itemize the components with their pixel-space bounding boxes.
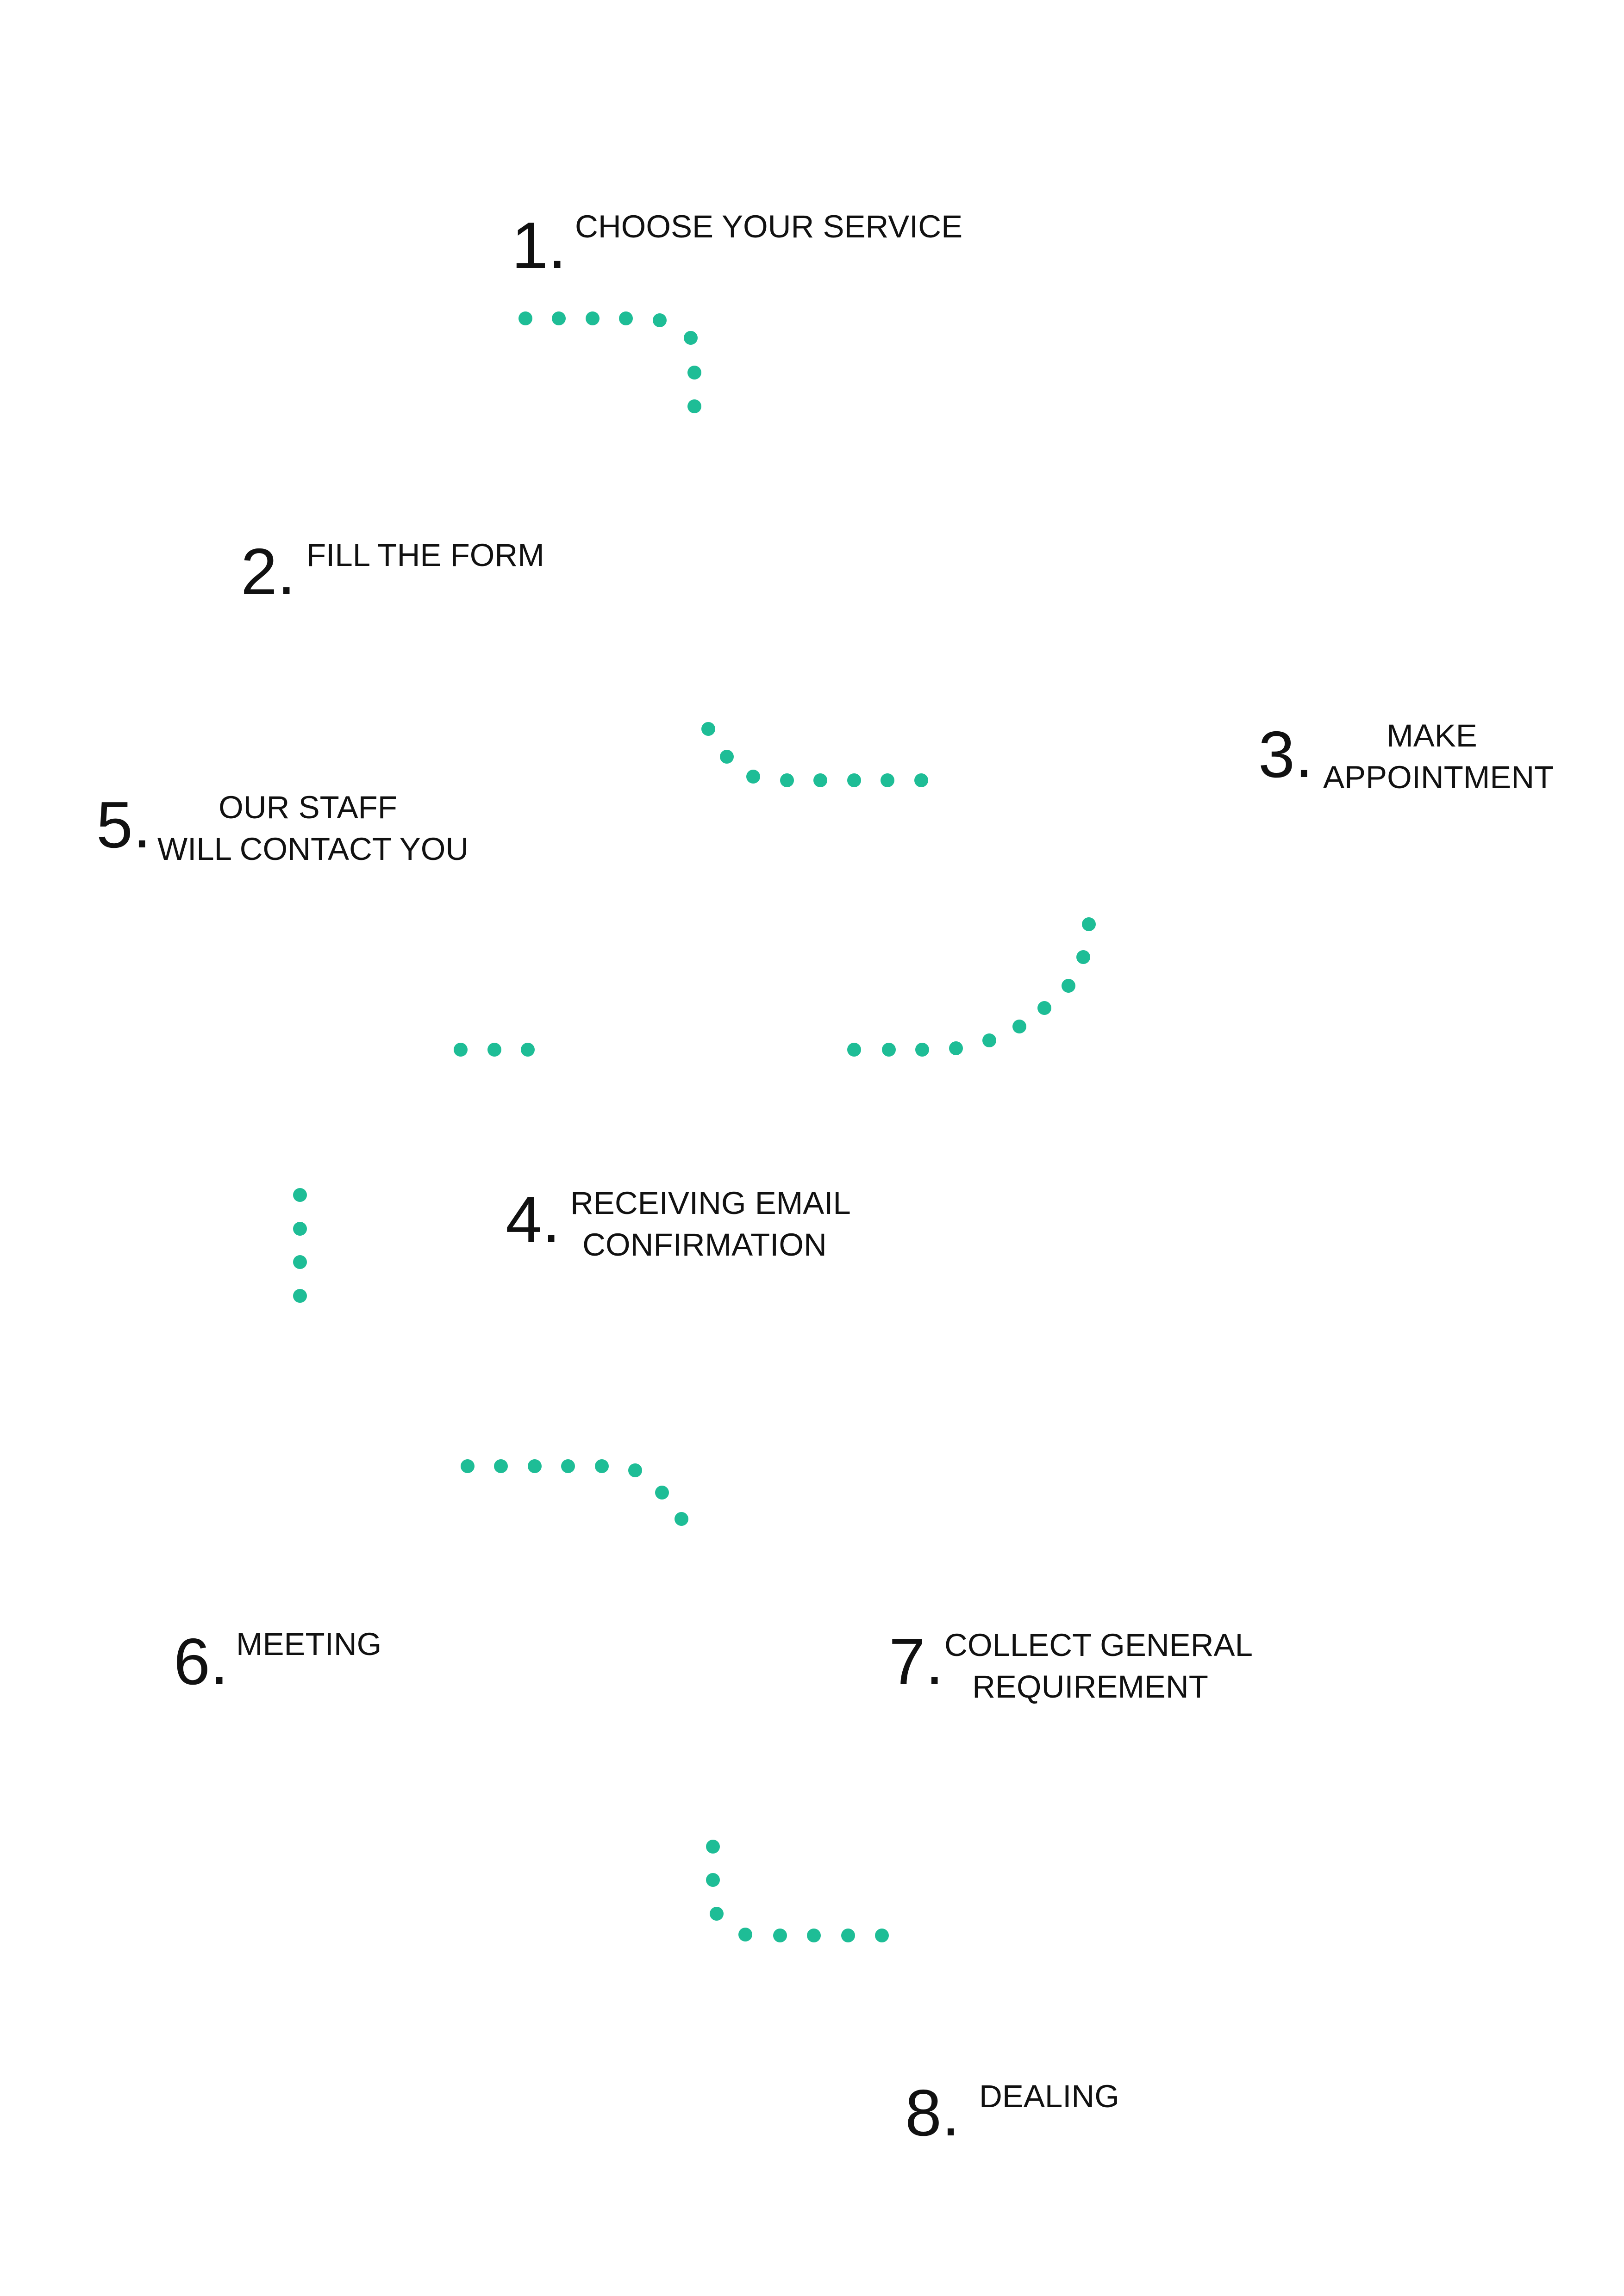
connector-dot	[847, 773, 861, 787]
step-5-label: OUR STAFF WILL CONTACT YOU	[157, 787, 469, 870]
connector-dot	[454, 1043, 468, 1057]
connector-dot	[293, 1188, 307, 1202]
step-1-label-line: CHOOSE YOUR SERVICE	[575, 209, 963, 244]
connector-dot	[738, 1928, 752, 1941]
connector-dot	[914, 773, 928, 787]
connector-dot	[684, 331, 698, 345]
connector-dot	[807, 1929, 821, 1942]
connector-dot	[882, 1043, 896, 1057]
step-4-number: 4.	[506, 1183, 561, 1257]
connector-dot	[706, 1873, 720, 1887]
connector-dot	[915, 1043, 929, 1057]
step-7-label-line-2: REQUIREMENT	[972, 1669, 1208, 1705]
connector-1-to-2	[518, 311, 701, 413]
connector-dot	[552, 311, 566, 325]
connector-2-to-3	[701, 722, 928, 787]
step-5-label-line-2: WILL CONTACT YOU	[157, 831, 469, 867]
connector-dot	[773, 1929, 787, 1942]
connector-dot	[881, 773, 894, 787]
connector-dot	[293, 1255, 307, 1269]
step-4-label-line-2: CONFIRMATION	[582, 1227, 827, 1263]
connector-dot	[561, 1459, 575, 1473]
step-6-number: 6.	[174, 1625, 229, 1699]
step-2-label-line: FILL THE FORM	[306, 537, 544, 573]
connector-dot	[494, 1459, 508, 1473]
connector-dot	[875, 1929, 889, 1942]
connector-dot	[1076, 950, 1090, 964]
connector-4-to-5	[454, 1043, 535, 1057]
connector-dot	[949, 1041, 963, 1055]
step-3-number: 3.	[1258, 718, 1313, 791]
connector-dot	[628, 1463, 642, 1477]
step-8-label-line: DEALING	[979, 2078, 1119, 2114]
connector-5-to-6	[293, 1188, 307, 1303]
connector-dot	[518, 311, 532, 325]
step-3-label-line-2: APPOINTMENT	[1323, 759, 1554, 795]
connector-dot	[841, 1929, 855, 1942]
step-8-number: 8.	[905, 2076, 960, 2150]
connector-dot	[847, 1043, 861, 1057]
connector-dot	[710, 1907, 724, 1921]
connector-dot	[1012, 1020, 1026, 1033]
step-2-number: 2.	[241, 535, 296, 609]
step-7-label-line-1: COLLECT GENERAL	[944, 1627, 1253, 1663]
step-8-label: DEALING	[979, 2076, 1119, 2117]
connector-dot	[746, 770, 760, 784]
connector-dot	[720, 750, 734, 764]
step-4-label: RECEIVING EMAIL CONFIRMATION	[570, 1182, 851, 1266]
step-6-label-line: MEETING	[236, 1626, 382, 1662]
connector-dot	[487, 1043, 501, 1057]
step-5-number: 5.	[96, 788, 151, 862]
connector-dot	[780, 773, 794, 787]
step-5-label-line-1: OUR STAFF	[219, 790, 397, 825]
connector-dot	[1082, 917, 1096, 931]
step-1-number: 1.	[512, 209, 567, 282]
connector-dot	[619, 311, 633, 325]
connector-3-to-4	[847, 917, 1096, 1057]
connector-dot	[528, 1459, 542, 1473]
connector-dot	[982, 1033, 996, 1047]
step-4-label-line-1: RECEIVING EMAIL	[570, 1185, 851, 1221]
connector-dot	[586, 311, 600, 325]
step-1-label: CHOOSE YOUR SERVICE	[575, 206, 962, 248]
connector-dot	[293, 1289, 307, 1303]
connector-dot	[687, 399, 701, 413]
connector-dot	[521, 1043, 535, 1057]
connector-6-to-7	[461, 1459, 688, 1526]
step-7-label: COLLECT GENERAL REQUIREMENT	[944, 1624, 1253, 1708]
step-3-label-line-1: MAKE	[1387, 718, 1477, 753]
step-7-number: 7.	[889, 1625, 944, 1699]
connector-dot	[813, 773, 827, 787]
connector-dot	[706, 1840, 720, 1854]
connector-dot	[1062, 979, 1075, 993]
step-6-label: MEETING	[236, 1624, 381, 1665]
step-3-label: MAKE APPOINTMENT	[1323, 715, 1554, 798]
connector-dot	[701, 722, 715, 736]
connector-dot	[655, 1486, 669, 1500]
connector-dot	[687, 366, 701, 380]
connector-7-to-8	[706, 1840, 889, 1942]
connector-dot	[461, 1459, 475, 1473]
connector-dot	[653, 313, 667, 327]
connector-dot	[675, 1512, 688, 1526]
connector-dot	[293, 1222, 307, 1236]
connector-dot	[1037, 1001, 1051, 1015]
connector-dot	[595, 1459, 609, 1473]
step-2-label: FILL THE FORM	[306, 535, 544, 576]
